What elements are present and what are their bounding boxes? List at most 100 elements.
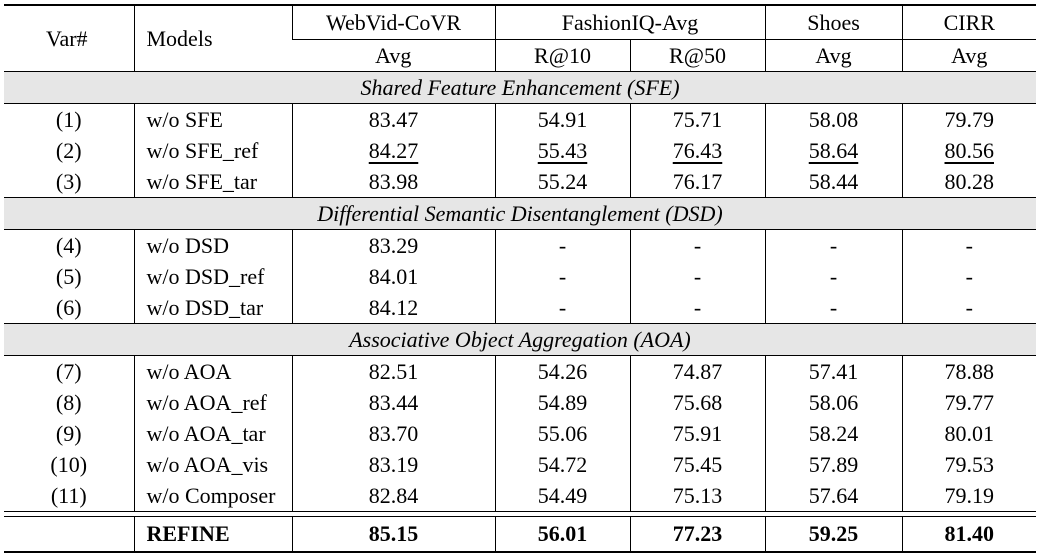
metric-cell: - [901, 229, 1036, 261]
metric-cell: 54.49 [494, 480, 630, 512]
metric-cell: 58.44 [764, 166, 902, 198]
metric-value: 75.68 [672, 390, 723, 415]
table-row: (7) w/o AOA 82.51 54.26 74.87 57.41 78.88 [4, 355, 1036, 387]
metric-value: 83.29 [368, 233, 419, 258]
metric-value: 55.24 [537, 169, 588, 194]
metric-value: 80.56 [944, 138, 995, 163]
metric-cell: 83.44 [291, 387, 495, 418]
metric-cell: - [629, 292, 765, 324]
metric-value: 55.06 [537, 421, 588, 446]
table-row: (4) w/o DSD 83.29 - - - - [4, 229, 1036, 261]
metric-cell: 55.24 [494, 166, 630, 198]
variant-id: (5) [55, 264, 82, 289]
variant-id: (9) [55, 421, 82, 446]
model-name: w/o AOA_tar [133, 418, 292, 449]
metric-value: 76.17 [672, 169, 723, 194]
section-title: Associative Object Aggregation (AOA) [4, 323, 1036, 356]
metric-value: 76.43 [672, 138, 723, 163]
model-name: w/o SFE_tar [133, 166, 292, 198]
metric-cell: 76.43 [629, 135, 765, 166]
metric-cell: 58.06 [764, 387, 902, 418]
metric-value: 54.91 [537, 107, 588, 132]
metric-cell: - [901, 292, 1036, 324]
metric-value: 84.12 [368, 295, 419, 320]
metric-cell: - [901, 261, 1036, 292]
header-webvid-covr: WebVid-CoVR [291, 4, 495, 40]
metric-cell: 79.77 [901, 387, 1036, 418]
model-name: w/o SFE_ref [133, 135, 292, 166]
header-metric: Avg [292, 39, 495, 72]
metric-value: 83.44 [368, 390, 419, 415]
metric-value: 75.91 [672, 421, 723, 446]
header-models: Models [133, 4, 292, 72]
metric-value: 75.71 [672, 107, 723, 132]
metric-value: - [558, 233, 567, 258]
metric-cell: 83.29 [291, 229, 495, 261]
section-title: Shared Feature Enhancement (SFE) [4, 71, 1036, 104]
variant-id: (10) [50, 452, 88, 477]
metric-value: 57.64 [808, 483, 859, 508]
metric-cell: 75.68 [629, 387, 765, 418]
metric-value: 83.47 [368, 107, 419, 132]
header-metric: R@10 [494, 39, 630, 72]
metric-cell: - [629, 229, 765, 261]
model-name: w/o DSD [133, 229, 292, 261]
metric-cell: 82.84 [291, 480, 495, 512]
model-name: w/o DSD_tar [133, 292, 292, 324]
model-name: w/o AOA [133, 355, 292, 387]
metric-cell: 83.98 [291, 166, 495, 198]
header-cirr: CIRR [901, 4, 1036, 40]
ablation-table: Var# Models WebVid-CoVR FashionIQ-Avg Sh… [4, 4, 1036, 553]
section-header-row: Differential Semantic Disentanglement (D… [4, 197, 1036, 230]
metric-cell: 55.06 [494, 418, 630, 449]
metric-value: - [965, 233, 973, 258]
metric-cell: 54.89 [494, 387, 630, 418]
metric-value: 58.08 [808, 107, 859, 132]
rule-spacer [4, 511, 1036, 517]
metric-cell: 75.71 [629, 103, 765, 135]
metric-value: 81.40 [901, 516, 1036, 553]
metric-cell: 82.51 [291, 355, 495, 387]
metric-cell: - [494, 229, 630, 261]
metric-cell: 79.53 [901, 449, 1036, 480]
metric-value: - [965, 264, 973, 289]
metric-value: 74.87 [672, 359, 723, 384]
table-header: Var# Models WebVid-CoVR FashionIQ-Avg Sh… [4, 4, 1036, 72]
metric-value: 84.01 [368, 264, 419, 289]
metric-value: 78.88 [944, 359, 995, 384]
table-row: (10) w/o AOA_vis 83.19 54.72 75.45 57.89 79.53 [4, 449, 1036, 480]
model-name: REFINE [133, 516, 292, 553]
section-title: Differential Semantic Disentanglement (D… [4, 197, 1036, 230]
table-row: (3) w/o SFE_tar 83.98 55.24 76.17 58.44 80.28 [4, 166, 1036, 198]
variant-id: (8) [55, 390, 82, 415]
metric-cell: 83.70 [291, 418, 495, 449]
model-name: w/o DSD_ref [133, 261, 292, 292]
ablation-table-container: Var# Models WebVid-CoVR FashionIQ-Avg Sh… [4, 4, 1036, 553]
metric-cell: - [764, 229, 902, 261]
section-header-row: Shared Feature Enhancement (SFE) [4, 71, 1036, 104]
section-header-row: Associative Object Aggregation (AOA) [4, 323, 1036, 356]
table-row: (8) w/o AOA_ref 83.44 54.89 75.68 58.06 79.77 [4, 387, 1036, 418]
metric-value: 77.23 [629, 516, 765, 553]
metric-value: 75.45 [672, 452, 723, 477]
metric-cell: 75.45 [629, 449, 765, 480]
model-name: w/o Composer [133, 480, 292, 512]
table-row: (11) w/o Composer 82.84 54.49 75.13 57.64 79.1… [4, 480, 1036, 512]
metric-value: 54.89 [537, 390, 588, 415]
final-model-row: REFINE 85.15 56.01 77.23 59.25 81.40 [4, 516, 1036, 553]
metric-value: 83.98 [368, 169, 419, 194]
header-fashioniq-avg: FashionIQ-Avg [494, 4, 765, 40]
header-shoes: Shoes [764, 4, 902, 40]
metric-cell: 76.17 [629, 166, 765, 198]
table-body: Shared Feature Enhancement (SFE) (1) w/o S… [4, 71, 1036, 553]
metric-value: 83.19 [368, 452, 419, 477]
metric-cell: - [629, 261, 765, 292]
metric-value: 54.72 [537, 452, 588, 477]
model-name: w/o AOA_ref [133, 387, 292, 418]
metric-cell: 57.64 [764, 480, 902, 512]
metric-cell: 75.13 [629, 480, 765, 512]
metric-cell: 84.27 [291, 135, 495, 166]
metric-value: 57.41 [808, 359, 859, 384]
metric-cell: 80.28 [901, 166, 1036, 198]
metric-cell: 58.08 [764, 103, 902, 135]
